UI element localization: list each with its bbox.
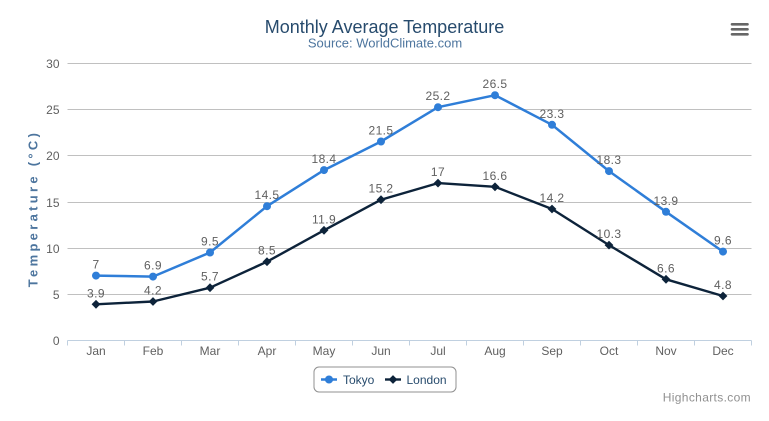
svg-text:23.3: 23.3 <box>540 107 565 121</box>
svg-text:6.9: 6.9 <box>144 259 162 273</box>
svg-text:10.3: 10.3 <box>597 227 622 241</box>
svg-text:Apr: Apr <box>258 344 277 358</box>
svg-text:London: London <box>407 373 447 387</box>
svg-text:16.6: 16.6 <box>483 169 508 183</box>
svg-text:5: 5 <box>53 288 60 302</box>
svg-text:6.6: 6.6 <box>657 261 675 275</box>
svg-text:5.7: 5.7 <box>201 270 219 284</box>
svg-text:0: 0 <box>53 334 60 348</box>
svg-text:26.5: 26.5 <box>483 77 508 91</box>
svg-text:14.5: 14.5 <box>255 188 280 202</box>
svg-text:21.5: 21.5 <box>369 124 394 138</box>
svg-text:11.9: 11.9 <box>312 212 336 226</box>
svg-text:15.2: 15.2 <box>369 182 394 196</box>
svg-text:8.5: 8.5 <box>258 244 276 258</box>
svg-text:14.2: 14.2 <box>540 191 565 205</box>
svg-text:4.8: 4.8 <box>714 278 732 292</box>
svg-text:Nov: Nov <box>655 344 676 358</box>
svg-text:Jul: Jul <box>430 344 445 358</box>
svg-text:15: 15 <box>46 196 60 210</box>
svg-text:20: 20 <box>46 149 60 163</box>
svg-text:Sep: Sep <box>541 344 563 358</box>
svg-text:4.2: 4.2 <box>144 284 162 298</box>
svg-text:May: May <box>313 344 336 358</box>
svg-text:Source: WorldClimate.com: Source: WorldClimate.com <box>308 36 462 51</box>
svg-text:18.4: 18.4 <box>312 152 337 166</box>
svg-text:Mar: Mar <box>200 344 221 358</box>
svg-text:Temperature (°C): Temperature (°C) <box>26 130 41 287</box>
svg-text:30: 30 <box>46 57 60 71</box>
svg-text:25.2: 25.2 <box>426 89 451 103</box>
svg-text:25: 25 <box>46 103 60 117</box>
svg-text:9.5: 9.5 <box>201 235 219 249</box>
svg-text:Jan: Jan <box>86 344 105 358</box>
svg-text:7: 7 <box>92 258 99 272</box>
svg-text:3.9: 3.9 <box>87 286 105 300</box>
svg-text:Aug: Aug <box>484 344 505 358</box>
svg-text:Feb: Feb <box>143 344 164 358</box>
svg-text:10: 10 <box>46 242 60 256</box>
svg-text:9.6: 9.6 <box>714 234 732 248</box>
svg-text:18.3: 18.3 <box>597 153 622 167</box>
svg-text:Tokyo: Tokyo <box>343 373 375 387</box>
svg-text:Dec: Dec <box>712 344 733 358</box>
svg-text:Jun: Jun <box>371 344 390 358</box>
svg-text:Oct: Oct <box>600 344 619 358</box>
svg-text:17: 17 <box>431 165 445 179</box>
svg-text:13.9: 13.9 <box>654 194 679 208</box>
svg-text:Highcharts.com: Highcharts.com <box>663 391 751 405</box>
svg-text:Monthly Average Temperature: Monthly Average Temperature <box>265 17 504 37</box>
